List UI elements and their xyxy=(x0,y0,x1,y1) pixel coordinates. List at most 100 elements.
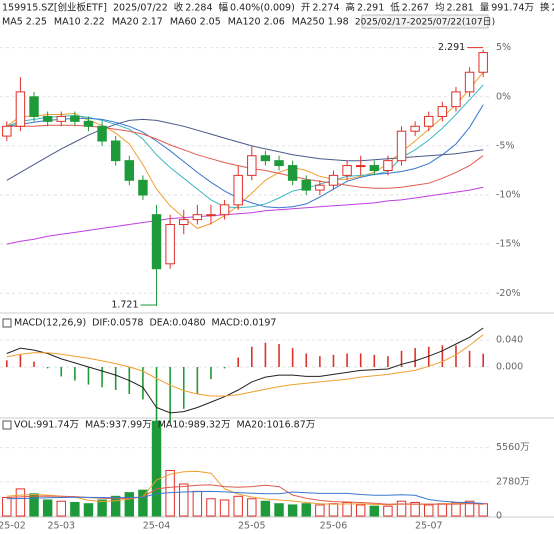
volume-bar xyxy=(2,497,12,517)
field-label: 均 xyxy=(435,2,445,14)
legend-value: 2.25 xyxy=(26,17,47,28)
volume-bar xyxy=(274,503,284,517)
panel-icon xyxy=(2,420,12,430)
volume-bar xyxy=(396,500,407,517)
candle-body xyxy=(464,71,475,93)
candle-body xyxy=(15,91,26,127)
candle-body xyxy=(355,165,366,168)
candle-body xyxy=(2,125,12,137)
legend-entry: MA20:1016.87万 xyxy=(236,420,315,431)
volume-bar xyxy=(355,504,366,517)
macd-line xyxy=(6,327,484,414)
candle-body xyxy=(424,115,434,127)
y-tick-label: -5% xyxy=(496,140,515,151)
legend-value: 2.05 xyxy=(200,17,221,28)
legend-value: 1.98 xyxy=(328,17,349,28)
volume-bar xyxy=(29,493,39,517)
field-label: 收 xyxy=(174,2,184,14)
candle-body xyxy=(260,155,271,162)
volume-bar xyxy=(424,504,434,517)
candle-body xyxy=(206,214,216,217)
legend-value: 2.06 xyxy=(264,17,285,28)
candle-body xyxy=(138,179,148,196)
volume-bar xyxy=(15,488,26,517)
volume-bar xyxy=(247,498,257,517)
volume-bar xyxy=(83,503,94,517)
candle-body xyxy=(301,179,311,191)
y-tick-label: 0.040 xyxy=(496,334,523,345)
y-tick-label: 2780万 xyxy=(496,476,530,487)
volume-bar xyxy=(219,499,230,517)
volume-bar xyxy=(464,500,475,517)
volume-bar xyxy=(97,499,107,517)
legend-name: MA120 xyxy=(228,17,261,28)
date: 2025/07/22 xyxy=(113,3,168,14)
candle-body xyxy=(247,155,257,176)
field-label: 量 xyxy=(480,3,490,14)
field-value: 2.281 xyxy=(446,3,473,14)
low-label: 1.721 xyxy=(111,300,138,311)
y-tick-label: 5560万 xyxy=(496,442,530,453)
volume-bar xyxy=(56,500,66,517)
y-tick-label: -10% xyxy=(496,190,521,201)
x-tick-label: 25-03 xyxy=(47,521,75,532)
x-tick-label: 25-02 xyxy=(0,521,26,532)
field-label: 幅 xyxy=(219,2,229,14)
field-value: 2.284 xyxy=(185,3,212,14)
x-tick-label: 25-07 xyxy=(415,521,443,532)
candle-body xyxy=(151,214,162,270)
candle-body xyxy=(219,204,230,216)
candle-body xyxy=(342,165,352,176)
candle-body xyxy=(396,130,407,162)
ma-line xyxy=(6,104,484,209)
volume-bar xyxy=(383,505,393,517)
candle-body xyxy=(410,125,420,132)
x-tick-label: 25-05 xyxy=(238,521,266,532)
volume-bar xyxy=(410,501,420,517)
x-tick-label: 25-04 xyxy=(143,521,171,532)
candle-body xyxy=(42,115,53,122)
field-value: 0.40%(0.009) xyxy=(230,3,295,14)
field-value: 2.604 xyxy=(551,3,554,14)
volume-bar xyxy=(42,499,53,517)
high-label: 2.291 xyxy=(438,42,465,53)
legend-name: MA20 xyxy=(112,17,139,28)
legend-value: 2.22 xyxy=(84,17,105,28)
candle-body xyxy=(83,120,94,127)
panel-icon xyxy=(2,318,12,328)
volume-bar xyxy=(315,504,325,517)
volume-bar xyxy=(260,500,271,517)
candle-body xyxy=(478,52,488,73)
candle-body xyxy=(110,140,121,162)
y-tick-label: 0 xyxy=(496,511,502,522)
legend-entry: DEA:0.0480 xyxy=(149,318,205,329)
candle-body xyxy=(437,106,448,117)
legend-entry: DIF:0.0578 xyxy=(92,318,143,329)
candle-body xyxy=(369,165,380,171)
volume-bar xyxy=(206,498,216,517)
volume-bar xyxy=(70,501,80,517)
volume-bar xyxy=(478,503,488,517)
candle-body xyxy=(328,174,339,186)
candle-body xyxy=(97,125,107,142)
candle-body xyxy=(179,219,189,226)
x-tick-label: 25-06 xyxy=(320,521,348,532)
volume-bar xyxy=(301,503,311,517)
candle-body xyxy=(451,91,461,108)
volume-ma-line xyxy=(6,490,484,504)
field-value: 991.74万 xyxy=(491,3,534,14)
candle-body xyxy=(124,160,135,181)
volume-bar xyxy=(233,495,243,517)
legend-entry: MACD:0.0197 xyxy=(212,318,277,329)
legend-entry: VOL:991.74万 xyxy=(14,420,79,431)
volume-bar xyxy=(124,492,135,517)
volume-bar xyxy=(437,503,448,517)
volume-bar xyxy=(287,504,298,517)
legend-name: MA60 xyxy=(170,17,197,28)
field-value: 2.274 xyxy=(312,3,339,14)
y-tick-label: 0% xyxy=(496,91,511,102)
field-label: 开 xyxy=(301,3,311,14)
panel-title: MACD(12,26,9) xyxy=(14,318,86,329)
